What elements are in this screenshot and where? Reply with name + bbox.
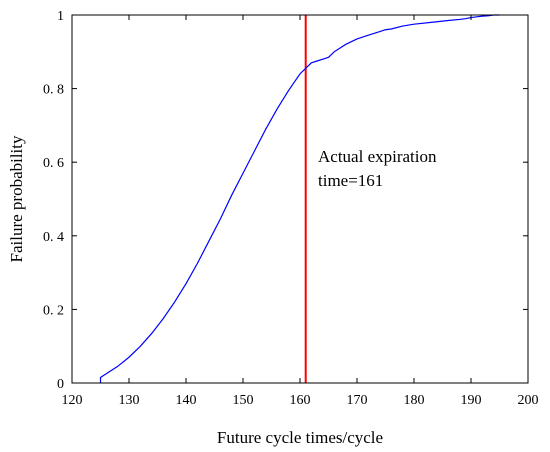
x-tick-label: 120 [62, 393, 83, 408]
failure-probability-curve [99, 14, 500, 383]
x-axis-title: Future cycle times/cycle [217, 428, 383, 447]
y-axis-title: Failure probability [7, 135, 26, 263]
y-tick-label: 1 [57, 9, 64, 24]
x-tick-label: 200 [518, 393, 539, 408]
annotation-line-2: time=161 [318, 171, 383, 190]
y-tick-label: 0. 4 [43, 230, 64, 245]
x-tick-label: 140 [176, 393, 197, 408]
x-tick-label: 150 [233, 393, 254, 408]
x-tick-label: 190 [461, 393, 482, 408]
y-tick-label: 0. 6 [43, 156, 64, 171]
x-tick-label: 130 [119, 393, 140, 408]
y-tick-label: 0. 2 [43, 303, 64, 318]
y-tick-label: 0. 8 [43, 83, 64, 98]
x-tick-label: 170 [347, 393, 368, 408]
x-tick-label: 160 [290, 393, 311, 408]
x-tick-label: 180 [404, 393, 425, 408]
plot-area [72, 15, 528, 383]
annotation-line-1: Actual expiration [318, 147, 437, 166]
y-tick-label: 0 [57, 377, 64, 392]
